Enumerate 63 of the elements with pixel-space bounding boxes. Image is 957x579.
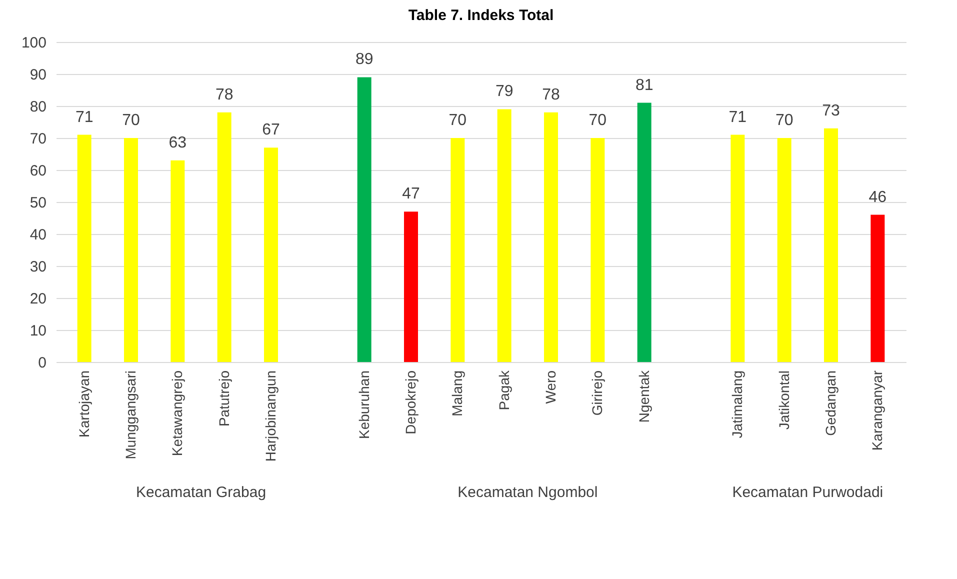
text: Kecamatan Purwodadi — [732, 484, 884, 501]
data-label: 70 — [122, 112, 140, 129]
x-tick-label: Gedangan — [822, 370, 838, 436]
data-label: 47 — [402, 186, 420, 203]
bar — [497, 109, 512, 362]
bar — [544, 112, 558, 362]
y-tick-label: 70 — [30, 130, 46, 148]
bar — [404, 212, 418, 362]
bar — [637, 102, 652, 362]
bar — [124, 138, 138, 362]
bar — [217, 112, 232, 362]
x-tick-label: Malang — [449, 370, 466, 416]
text: Kecamatan Grabag — [136, 484, 266, 501]
data-label: 78 — [542, 86, 560, 104]
y-tick-label: 20 — [30, 290, 46, 308]
data-label: 46 — [868, 188, 887, 206]
chart-title: Table 7. Indeks Total — [408, 7, 554, 24]
bar — [730, 134, 745, 362]
text: Kecamatan Ngombol — [458, 484, 598, 501]
x-tick-label: Pagak — [496, 370, 512, 410]
x-tick-label: Ketawangrejo — [169, 370, 186, 456]
y-tick-label: 0 — [38, 354, 46, 372]
bar — [170, 160, 185, 362]
data-label: 70 — [448, 112, 467, 129]
data-label: 71 — [728, 108, 747, 126]
x-tick-label: Harjobinangun — [262, 370, 278, 462]
data-label: 89 — [355, 51, 374, 68]
y-tick-label: 30 — [30, 258, 46, 276]
data-label: 70 — [588, 112, 607, 129]
y-tick-label: 80 — [30, 98, 46, 116]
bar — [777, 138, 792, 362]
y-tick-label: 40 — [30, 226, 46, 244]
x-tick-label: Depokrejo — [402, 370, 418, 434]
data-label: 63 — [168, 134, 187, 152]
x-tick-label: Wero — [542, 370, 558, 404]
bar — [77, 134, 92, 362]
data-label: 73 — [822, 102, 840, 120]
x-tick-label: Keburuhan — [356, 370, 372, 440]
bar — [450, 138, 465, 362]
data-label: 81 — [635, 76, 654, 94]
data-label: 70 — [775, 112, 794, 129]
bar — [870, 214, 885, 362]
x-tick-label: Jatikontal — [776, 370, 792, 430]
y-tick-label: 60 — [30, 162, 46, 180]
y-tick-label: 100 — [21, 34, 46, 52]
x-tick-label: Kartojayan — [76, 370, 92, 438]
x-tick-label: Girirejo — [589, 370, 606, 416]
x-tick-label: Patutrejo — [216, 370, 232, 427]
bar — [264, 148, 278, 362]
x-tick-label: Jatimalang — [729, 370, 746, 438]
bar — [824, 128, 838, 362]
x-tick-label: Karanganyar — [869, 370, 886, 451]
data-label: 71 — [75, 108, 94, 126]
x-tick-label: Ngentak — [636, 370, 652, 423]
data-label: 79 — [495, 83, 514, 100]
data-label: 78 — [215, 86, 234, 104]
data-label: 67 — [262, 122, 280, 139]
y-tick-label: 50 — [30, 194, 46, 212]
bar — [357, 77, 372, 362]
x-tick-label: Munggangsari — [122, 370, 138, 460]
y-tick-label: 10 — [30, 322, 46, 340]
bar — [590, 138, 605, 362]
y-tick-label: 90 — [30, 66, 46, 84]
